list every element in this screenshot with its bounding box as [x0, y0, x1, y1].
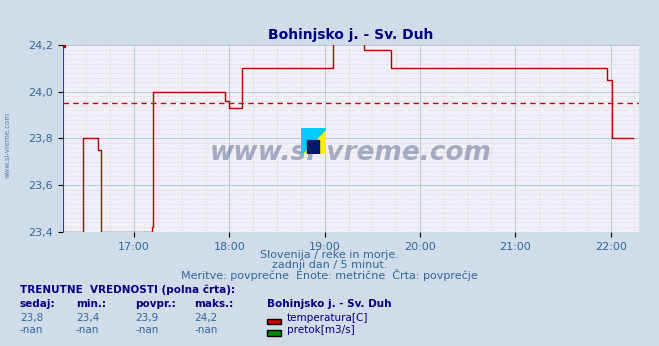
Text: temperatura[C]: temperatura[C] [287, 313, 368, 323]
Text: 23,4: 23,4 [76, 313, 99, 323]
Text: min.:: min.: [76, 299, 106, 309]
Text: maks.:: maks.: [194, 299, 234, 309]
Text: 23,8: 23,8 [20, 313, 43, 323]
Polygon shape [301, 128, 326, 154]
Text: sedaj:: sedaj: [20, 299, 55, 309]
Text: TRENUTNE  VREDNOSTI (polna črta):: TRENUTNE VREDNOSTI (polna črta): [20, 285, 235, 295]
Text: 24,2: 24,2 [194, 313, 217, 323]
Text: www.si-vreme.com: www.si-vreme.com [210, 140, 492, 166]
Text: pretok[m3/s]: pretok[m3/s] [287, 325, 355, 335]
Title: Bohinjsko j. - Sv. Duh: Bohinjsko j. - Sv. Duh [268, 28, 434, 43]
Polygon shape [301, 128, 326, 154]
Text: Slovenija / reke in morje.: Slovenija / reke in morje. [260, 250, 399, 260]
Text: -nan: -nan [76, 325, 99, 335]
Text: Meritve: povprečne  Enote: metrične  Črta: povprečje: Meritve: povprečne Enote: metrične Črta:… [181, 268, 478, 281]
Text: -nan: -nan [194, 325, 217, 335]
Text: 23,9: 23,9 [135, 313, 158, 323]
Text: povpr.:: povpr.: [135, 299, 176, 309]
Text: -nan: -nan [135, 325, 158, 335]
Text: -nan: -nan [20, 325, 43, 335]
Text: Bohinjsko j. - Sv. Duh: Bohinjsko j. - Sv. Duh [267, 299, 391, 309]
Text: www.si-vreme.com: www.si-vreme.com [5, 112, 11, 179]
Polygon shape [307, 140, 320, 153]
Text: zadnji dan / 5 minut.: zadnji dan / 5 minut. [272, 260, 387, 270]
